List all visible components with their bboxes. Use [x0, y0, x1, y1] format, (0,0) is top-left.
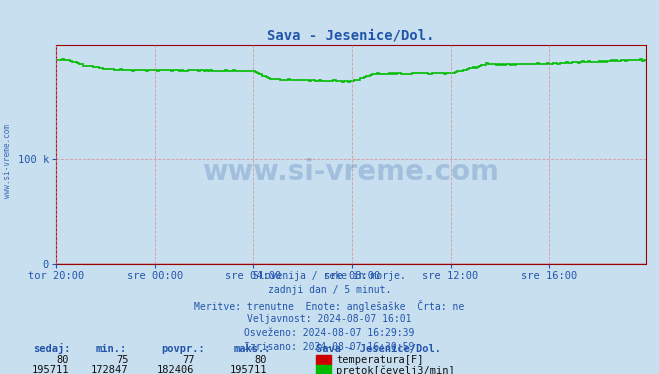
Text: 80: 80 — [57, 355, 69, 365]
Text: 195711: 195711 — [32, 365, 69, 374]
Text: Izrisano: 2024-08-07 16:30:59: Izrisano: 2024-08-07 16:30:59 — [244, 342, 415, 352]
Text: 172847: 172847 — [91, 365, 129, 374]
Text: www.si-vreme.com: www.si-vreme.com — [3, 124, 13, 198]
Text: Slovenija / reke in morje.: Slovenija / reke in morje. — [253, 271, 406, 281]
Text: 182406: 182406 — [157, 365, 194, 374]
Text: min.:: min.: — [96, 344, 127, 353]
Text: Meritve: trenutne  Enote: anglešaške  Črta: ne: Meritve: trenutne Enote: anglešaške Črta… — [194, 300, 465, 312]
Text: sedaj:: sedaj: — [33, 343, 71, 354]
Text: Sava - Jesenice/Dol.: Sava - Jesenice/Dol. — [316, 344, 442, 353]
Text: 80: 80 — [254, 355, 267, 365]
Text: Osveženo: 2024-08-07 16:29:39: Osveženo: 2024-08-07 16:29:39 — [244, 328, 415, 338]
Text: 75: 75 — [116, 355, 129, 365]
Text: temperatura[F]: temperatura[F] — [336, 355, 424, 365]
Text: pretok[čevelj3/min]: pretok[čevelj3/min] — [336, 365, 455, 374]
Text: 77: 77 — [182, 355, 194, 365]
Text: zadnji dan / 5 minut.: zadnji dan / 5 minut. — [268, 285, 391, 295]
Title: Sava - Jesenice/Dol.: Sava - Jesenice/Dol. — [267, 28, 435, 42]
Text: 195711: 195711 — [229, 365, 267, 374]
Text: www.si-vreme.com: www.si-vreme.com — [202, 158, 500, 186]
Text: povpr.:: povpr.: — [161, 344, 205, 353]
Text: Veljavnost: 2024-08-07 16:01: Veljavnost: 2024-08-07 16:01 — [247, 314, 412, 324]
Text: maks.:: maks.: — [234, 344, 272, 353]
